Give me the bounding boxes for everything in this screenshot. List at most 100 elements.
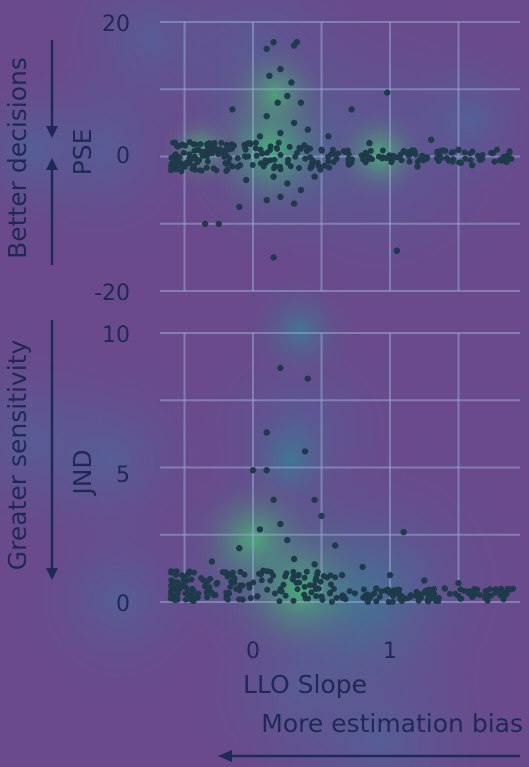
data-point [400,528,407,536]
data-point [379,154,386,161]
data-point [204,153,210,160]
data-point [204,141,210,148]
data-point [236,587,243,594]
data-point [301,142,308,149]
data-point [262,157,269,164]
data-point [491,158,498,165]
data-point [304,375,311,382]
x-tick-label-0: 0 [246,639,260,664]
data-point [172,166,179,173]
data-point [389,598,396,605]
data-point [296,165,302,171]
data-point [275,139,282,146]
data-point [446,590,453,597]
data-point [198,167,205,174]
data-point [215,220,222,227]
data-point [263,197,270,204]
data-point [290,597,297,604]
data-point [303,148,310,154]
data-point [171,161,178,168]
data-point [180,581,187,588]
jnd-tick-label-2: 0 [116,592,130,617]
data-point [253,152,260,159]
data-point [223,141,230,148]
data-point [263,113,270,120]
data-point [302,595,309,602]
data-point [465,590,472,597]
data-point [284,92,291,100]
data-point [264,149,271,156]
data-point [341,593,348,600]
data-point [360,586,367,593]
data-point [496,157,503,164]
data-point [384,89,391,96]
data-point [213,581,220,587]
data-point [378,588,385,595]
data-point [231,142,237,149]
data-point [427,136,435,143]
data-point [224,166,231,173]
data-point [467,150,474,157]
data-point [277,587,283,594]
data-point [488,149,495,156]
data-point [252,145,259,152]
data-point [270,254,277,261]
data-point [187,156,194,163]
data-point [407,150,414,157]
data-point [500,594,507,601]
data-point [293,39,300,46]
data-point [441,585,448,592]
data-point [226,146,233,153]
data-point [168,583,175,590]
data-point [455,580,462,587]
data-point [348,106,355,113]
data-point [329,146,336,153]
data-point [276,598,283,605]
data-point [270,496,277,503]
data-point [309,157,316,164]
data-point [439,147,446,154]
data-point [308,164,315,171]
data-point [371,590,378,597]
data-point [333,155,340,162]
data-point [431,590,438,597]
data-point [259,150,266,157]
data-point [226,155,233,162]
data-point [247,140,253,146]
data-point [270,39,277,46]
data-point [413,588,420,595]
data-point [288,79,295,86]
data-point [290,200,298,207]
data-point [504,585,511,592]
data-point [328,581,334,588]
data-point [210,165,217,172]
data-point [458,595,465,602]
data-point [277,520,284,528]
data-point [277,152,284,158]
data-point [168,589,174,595]
data-point [389,592,396,599]
data-point [297,186,305,194]
data-point [294,586,301,593]
data-point [290,568,297,575]
data-point [345,151,352,158]
data-point [270,572,277,579]
data-point [290,555,298,563]
data-point [367,147,374,154]
data-point [450,156,456,163]
data-point [308,589,315,596]
data-point [340,148,347,154]
data-point [467,157,474,163]
jnd-tick-label-0: 10 [102,323,130,348]
data-point [387,156,394,163]
data-point [168,577,175,584]
data-point [204,158,211,165]
data-point [282,592,289,599]
data-point [207,575,214,582]
estimation-bias-label: More estimation bias [261,709,523,738]
data-point [366,595,373,602]
data-point [206,584,213,591]
data-point [186,151,193,158]
data-point [461,587,468,594]
